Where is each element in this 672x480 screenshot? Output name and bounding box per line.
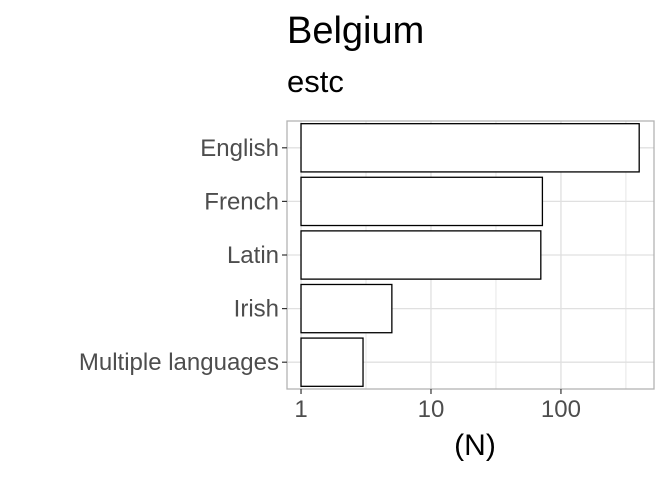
bar-irish xyxy=(300,283,393,334)
bar-latin xyxy=(300,230,542,280)
x-tick-label: 100 xyxy=(541,396,581,423)
x-axis-title: (N) xyxy=(454,429,496,462)
y-axis: English French Latin Irish Multiple language… xyxy=(79,135,287,376)
bars xyxy=(300,123,640,387)
y-tick-label: Irish xyxy=(234,296,279,323)
chart-title: Belgium xyxy=(287,10,425,52)
x-axis: 1 10 100 xyxy=(294,389,581,423)
y-tick-label: Latin xyxy=(227,242,279,269)
bar-english xyxy=(300,123,640,173)
y-tick-label: French xyxy=(204,188,279,215)
y-tick-label: Multiple languages xyxy=(79,349,279,376)
bar-multiple-languages xyxy=(300,337,364,387)
x-tick-label: 10 xyxy=(418,396,445,423)
x-tick-label: 1 xyxy=(294,396,307,423)
bar-french xyxy=(300,176,544,227)
y-tick-label: English xyxy=(200,135,279,162)
chart-subtitle: estc xyxy=(287,64,344,99)
